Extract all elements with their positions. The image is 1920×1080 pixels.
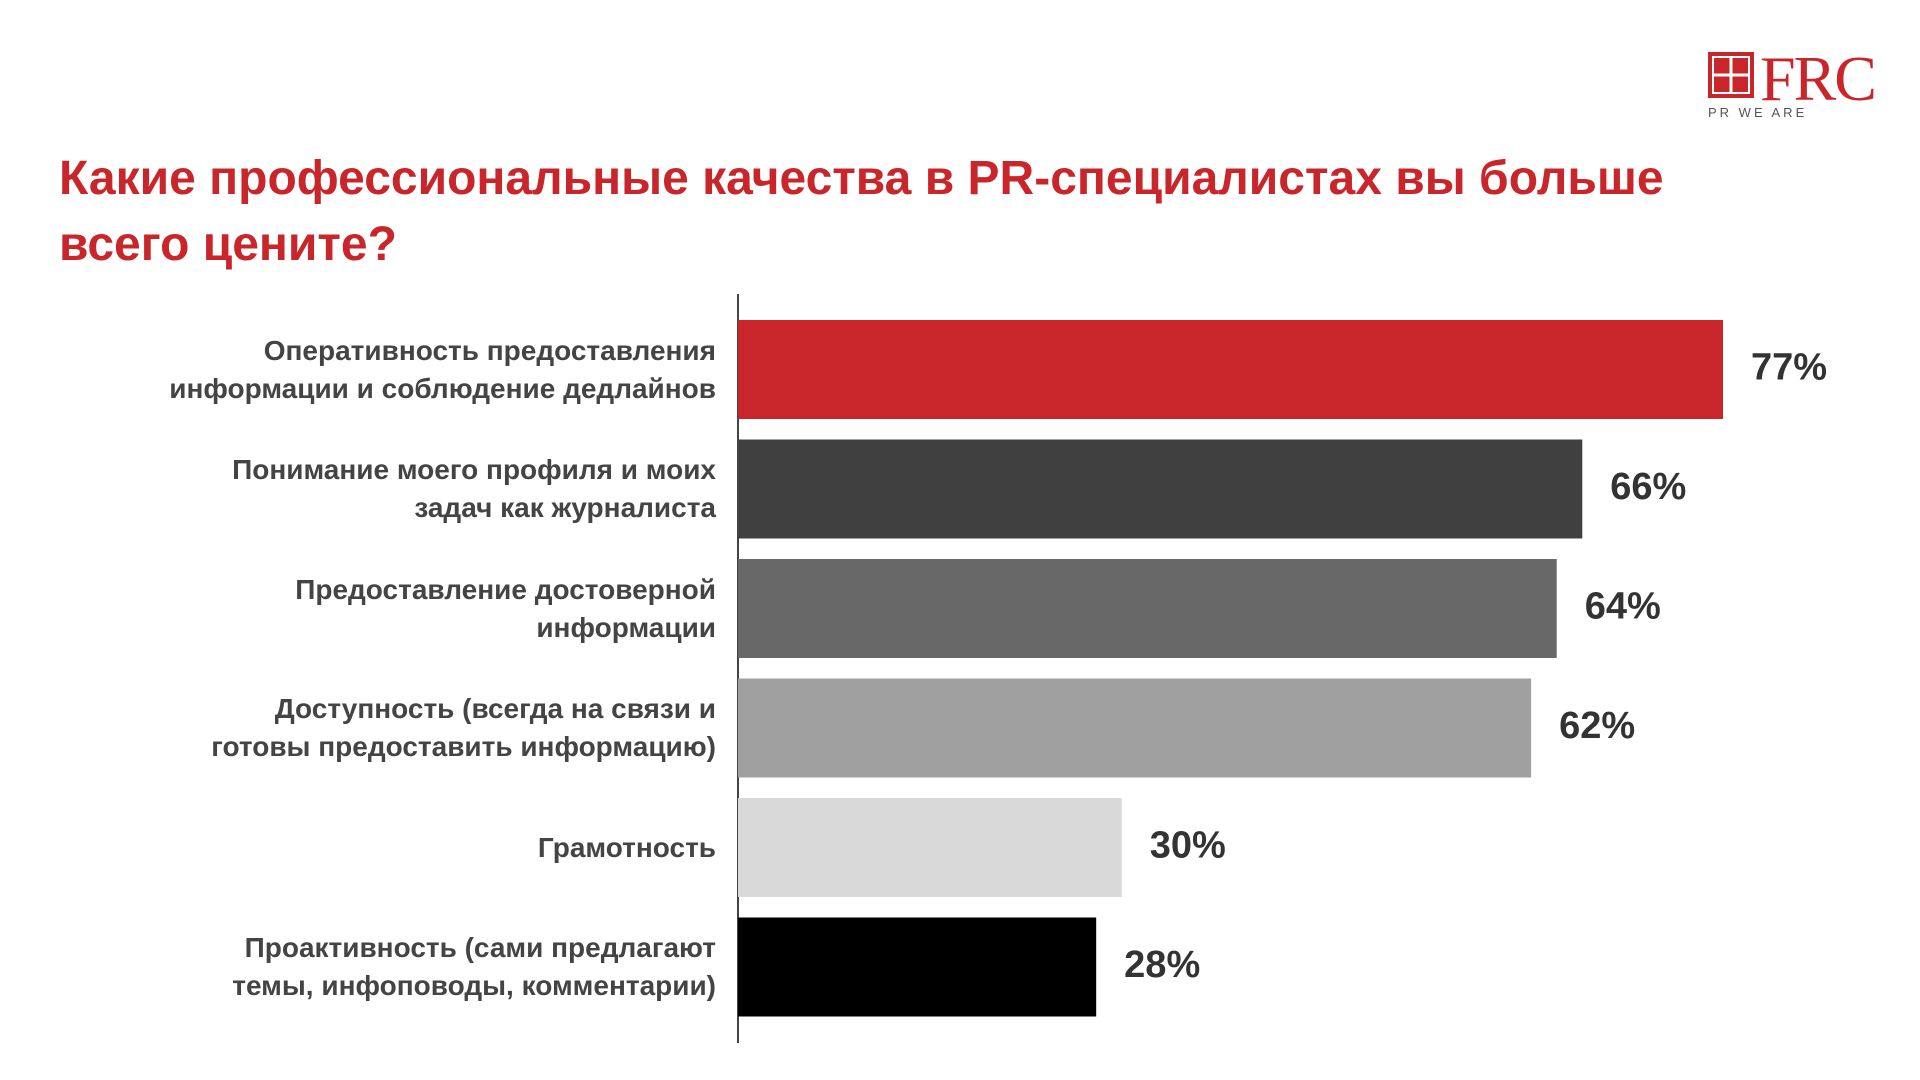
y-tick-label: Оперативность предоставления информации … (169, 334, 716, 404)
bar (738, 320, 1723, 419)
y-tick-label: Предоставление достоверной информации (295, 573, 716, 643)
y-tick-label: Понимание моего профиля и моих задач как… (232, 454, 716, 523)
value-label: 28% (1124, 944, 1200, 986)
logo-name: FRC (1760, 43, 1877, 114)
logo-icon (1708, 52, 1754, 98)
value-label: 30% (1150, 825, 1226, 867)
value-label: 62% (1559, 705, 1635, 747)
bar (738, 798, 1122, 897)
chart-title: Какие профессиональные качества в PR-спе… (59, 152, 1664, 271)
y-tick-label: Грамотность (537, 831, 716, 863)
value-label: 64% (1585, 586, 1661, 628)
y-tick-label: Доступность (всегда на связи и готовы пр… (211, 693, 716, 762)
bar (738, 439, 1583, 539)
logo-tagline: PR WE ARE (1708, 105, 1808, 120)
value-label: 77% (1751, 347, 1827, 389)
bar (738, 917, 1097, 1017)
bar (738, 678, 1532, 778)
bar (738, 559, 1557, 658)
value-label: 66% (1610, 466, 1686, 508)
y-tick-label: Проактивность (сами предлагают темы, инф… (232, 932, 716, 1001)
